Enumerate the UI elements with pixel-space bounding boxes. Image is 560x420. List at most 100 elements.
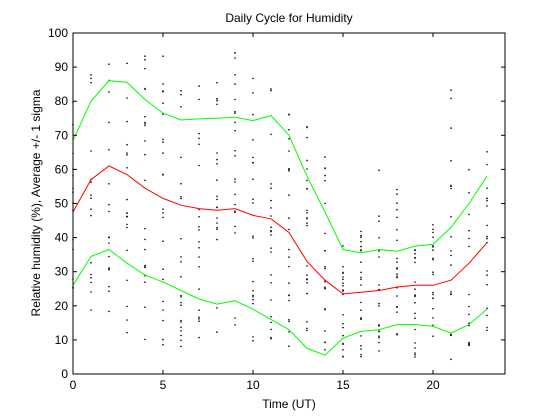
scatter-point	[378, 324, 380, 326]
scatter-point	[450, 358, 452, 361]
scatter-point	[288, 194, 290, 196]
scatter-point	[180, 321, 182, 323]
scatter-point	[198, 309, 200, 312]
scatter-point	[216, 163, 218, 165]
scatter-point	[324, 287, 326, 290]
scatter-point	[162, 216, 164, 219]
scatter-point	[126, 249, 128, 252]
scatter-point	[414, 317, 416, 320]
scatter-point	[234, 112, 236, 114]
scatter-point	[198, 98, 200, 101]
scatter-point	[162, 300, 164, 303]
scatter-point	[432, 335, 434, 338]
scatter-point	[378, 284, 380, 286]
series-line-average	[72, 165, 488, 295]
scatter-point	[198, 320, 200, 323]
scatter-point	[126, 331, 128, 334]
scatter-point	[414, 352, 416, 354]
scatter-point	[108, 149, 110, 151]
scatter-point	[342, 285, 344, 287]
scatter-point	[216, 222, 218, 224]
scatter-point	[252, 298, 254, 301]
scatter-point	[162, 138, 164, 141]
scatter-point	[126, 152, 128, 154]
scatter-point	[414, 288, 416, 291]
scatter-point	[288, 345, 290, 348]
scatter-point	[180, 106, 182, 108]
scatter-point	[180, 261, 182, 263]
scatter-point	[414, 248, 416, 251]
y-tick-label: 50	[55, 197, 69, 211]
series-line-average-plus-sigma	[72, 80, 488, 254]
scatter-point	[468, 343, 470, 346]
scatter-point	[234, 193, 236, 196]
scatter-point	[162, 173, 164, 176]
scatter-point	[144, 123, 146, 125]
scatter-point	[288, 282, 290, 284]
scatter-point	[432, 317, 434, 319]
scatter-point	[108, 183, 110, 185]
scatter-point	[378, 350, 380, 352]
scatter-point	[270, 315, 272, 318]
scatter-point	[234, 210, 236, 212]
scatter-point	[450, 250, 452, 252]
scatter-point	[234, 150, 236, 152]
scatter-point	[234, 317, 236, 319]
scatter-point	[252, 302, 254, 305]
scatter-point	[450, 264, 452, 266]
scatter-point	[306, 168, 308, 170]
scatter-point	[306, 292, 308, 295]
scatter-point	[288, 138, 290, 140]
scatter-point	[198, 266, 200, 268]
scatter-point	[288, 228, 290, 231]
scatter-point	[360, 345, 362, 347]
scatter-point	[450, 216, 452, 218]
scatter-point	[342, 334, 344, 337]
scatter-point	[342, 314, 344, 316]
scatter-point	[468, 305, 470, 308]
scatter-point	[396, 268, 398, 270]
y-axis-label: Relative humidity (%), Average +/- 1 sig…	[29, 89, 43, 316]
scatter-point	[216, 227, 218, 229]
scatter-point	[216, 98, 218, 100]
scatter-point	[252, 339, 254, 342]
scatter-point	[234, 121, 236, 124]
x-tick-label: 5	[160, 378, 167, 392]
scatter-point	[432, 273, 434, 276]
scatter-point	[432, 224, 434, 226]
scatter-point	[162, 141, 164, 143]
scatter-point	[90, 208, 92, 210]
scatter-point	[270, 88, 272, 90]
scatter-point	[306, 224, 308, 227]
scatter-point	[234, 181, 236, 183]
scatter-point	[162, 278, 164, 281]
scatter-point	[360, 317, 362, 319]
scatter-point	[216, 307, 218, 309]
scatter-point	[216, 217, 218, 219]
scatter-point	[396, 239, 398, 242]
scatter-point	[486, 224, 488, 227]
scatter-point	[180, 276, 182, 278]
scatter-point	[486, 205, 488, 207]
scatter-point	[198, 216, 200, 218]
scatter-point	[468, 293, 470, 296]
scatter-point	[162, 212, 164, 214]
scatter-point	[486, 197, 488, 200]
scatter-point	[270, 229, 272, 232]
scatter-point	[468, 344, 470, 347]
scatter-point	[108, 210, 110, 213]
scatter-point	[432, 258, 434, 261]
scatter-point	[180, 296, 182, 298]
scatter-point	[198, 143, 200, 146]
scatter-point	[486, 314, 488, 317]
scatter-point	[252, 178, 254, 180]
scatter-point	[252, 92, 254, 94]
scatter-point	[396, 202, 398, 204]
scatter-point	[180, 238, 182, 240]
scatter-point	[414, 281, 416, 283]
series-line-average-minus-sigma	[72, 248, 488, 356]
scatter-point	[396, 305, 398, 308]
scatter-point	[450, 254, 452, 257]
